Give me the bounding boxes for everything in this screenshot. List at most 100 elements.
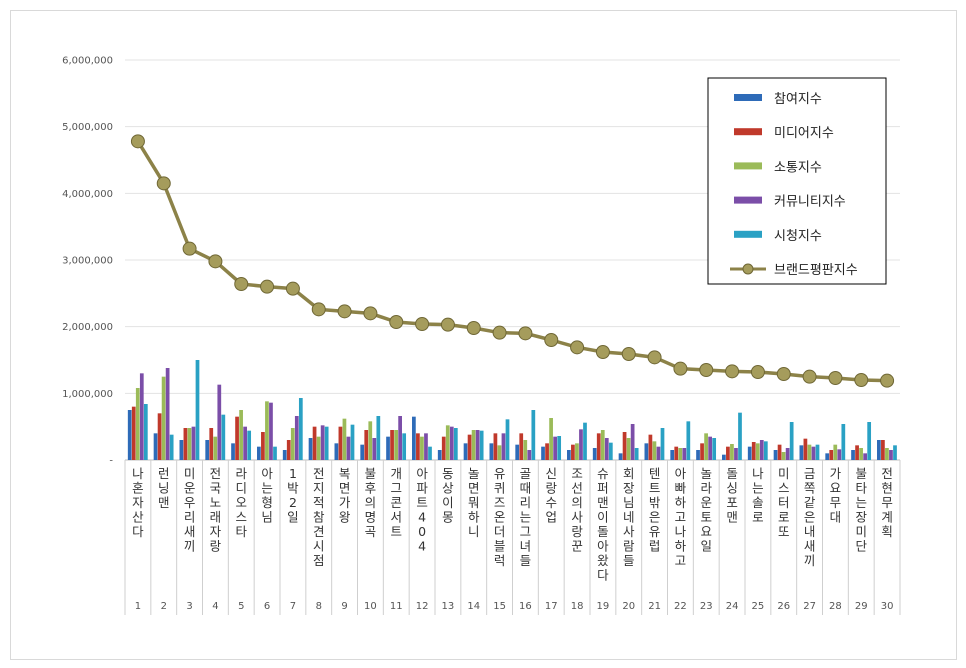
point-브랜드평판지수: [234, 277, 249, 291]
bar-시청지수: [402, 433, 407, 460]
bar-참여지수: [127, 410, 132, 460]
bar-커뮤니티지수: [811, 446, 816, 460]
bar-미디어지수: [416, 433, 420, 460]
bar-시청지수: [893, 445, 897, 460]
bar-커뮤니티지수: [656, 446, 661, 460]
bar-소통지수: [807, 444, 812, 460]
bar-미디어지수: [261, 432, 265, 460]
bar-미디어지수: [235, 416, 239, 460]
rank-label: 11: [390, 601, 403, 612]
bar-참여지수: [463, 443, 468, 460]
legend-label: 참여지수: [774, 92, 822, 107]
point-브랜드평판지수: [828, 371, 843, 385]
bar-참여지수: [179, 440, 184, 460]
bar-소통지수: [445, 425, 450, 460]
bar-시청지수: [815, 444, 820, 460]
bar-소통지수: [859, 448, 863, 460]
bar-시청지수: [738, 412, 742, 460]
rank-label: 2: [161, 601, 167, 612]
y-tick-label: -: [109, 456, 113, 467]
bar-소통지수: [368, 421, 373, 460]
bar-커뮤니티지수: [217, 384, 222, 460]
bar-시청지수: [841, 424, 846, 460]
bar-시청지수: [273, 446, 277, 460]
rank-label: 18: [571, 601, 584, 612]
point-브랜드평판지수: [285, 281, 300, 296]
bar-시청지수: [479, 430, 484, 460]
bar-시청지수: [608, 442, 613, 460]
bar-소통지수: [239, 410, 243, 460]
rank-label: 4: [212, 601, 218, 612]
bar-소통지수: [290, 428, 295, 460]
bar-커뮤니티지수: [863, 453, 867, 460]
bar-커뮤니티지수: [191, 426, 196, 460]
rank-label: 6: [264, 601, 270, 612]
bar-커뮤니티지수: [527, 450, 532, 460]
rank-label: 20: [622, 601, 635, 612]
bar-시청지수: [660, 428, 665, 460]
bar-참여지수: [257, 446, 261, 460]
rank-label: 3: [186, 601, 192, 612]
bar-미디어지수: [881, 440, 885, 460]
bar-미디어지수: [312, 426, 317, 460]
point-브랜드평판지수: [725, 364, 740, 379]
bar-소통지수: [704, 433, 708, 460]
rank-label: 27: [803, 601, 816, 612]
bar-시청지수: [867, 422, 872, 460]
bar-소통지수: [135, 388, 140, 460]
rank-label: 30: [881, 601, 894, 612]
bar-소통지수: [213, 436, 218, 460]
bar-커뮤니티지수: [708, 436, 712, 460]
bar-미디어지수: [364, 430, 369, 460]
rank-label: 5: [238, 601, 244, 612]
bar-미디어지수: [648, 434, 653, 460]
legend-swatch-marker: [742, 263, 754, 275]
bar-참여지수: [592, 448, 597, 460]
bar-미디어지수: [829, 450, 834, 460]
legend-label: 미디어지수: [774, 126, 834, 141]
rank-label: 13: [442, 601, 455, 612]
bar-미디어지수: [545, 443, 549, 460]
bar-커뮤니티지수: [501, 433, 506, 460]
bar-미디어지수: [700, 443, 704, 460]
bar-참여지수: [489, 443, 494, 460]
bar-커뮤니티지수: [269, 402, 273, 460]
bar-시청지수: [789, 422, 794, 460]
bar-미디어지수: [183, 428, 188, 460]
point-브랜드평판지수: [130, 134, 145, 149]
point-브랜드평판지수: [673, 361, 688, 376]
bar-커뮤니티지수: [165, 368, 170, 460]
bar-참여지수: [670, 450, 675, 460]
bar-미디어지수: [751, 442, 756, 460]
bar-참여지수: [696, 450, 700, 460]
y-tick-label: 6,000,000: [62, 56, 113, 67]
bar-소통지수: [161, 376, 166, 460]
bar-미디어지수: [674, 446, 679, 460]
bar-시청지수: [376, 416, 381, 460]
bar-소통지수: [342, 418, 347, 460]
legend-swatch-커뮤니티지수: [734, 196, 762, 204]
bar-소통지수: [575, 443, 579, 460]
bar-소통지수: [755, 443, 760, 460]
bar-참여지수: [231, 443, 235, 460]
bar-참여지수: [747, 446, 752, 460]
bar-소통지수: [316, 436, 321, 460]
point-브랜드평판지수: [699, 363, 714, 377]
bar-소통지수: [678, 448, 683, 460]
point-브랜드평판지수: [570, 340, 585, 355]
bar-참여지수: [282, 450, 287, 460]
point-브랜드평판지수: [647, 350, 662, 365]
